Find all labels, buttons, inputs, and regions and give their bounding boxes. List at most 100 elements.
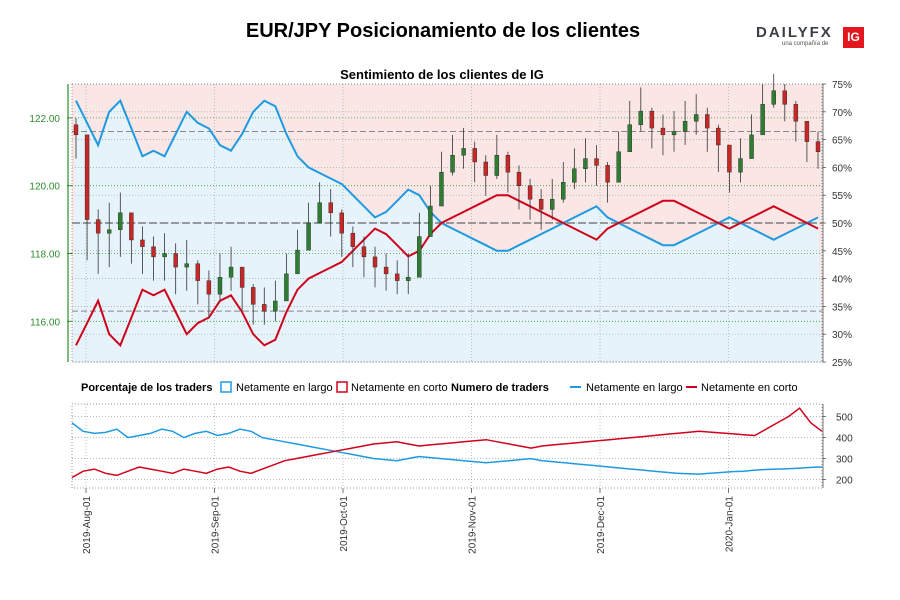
candle-body: [372, 256, 378, 268]
candle-body: [705, 114, 710, 129]
candle-body: [107, 229, 112, 234]
legend-pct-long: Netamente en largo: [236, 382, 333, 394]
candle-body: [749, 134, 754, 159]
candle-body: [361, 246, 367, 258]
candle-body: [461, 148, 466, 156]
dailyfx-logo: DAILYFX una compañía de IG: [756, 24, 868, 50]
candle-body: [682, 121, 688, 132]
candle-body: [738, 158, 743, 173]
candle-body: [328, 202, 333, 214]
pct-short-line: [75, 194, 819, 348]
candle-body: [417, 236, 422, 278]
pct-tick-label: 45%: [832, 247, 852, 258]
candle-body: [483, 161, 488, 176]
candle-body: [671, 131, 677, 136]
candle-body: [394, 273, 400, 281]
pct-tick-label: 75%: [832, 80, 852, 91]
candle-body: [605, 165, 610, 183]
candle-body: [239, 266, 245, 288]
candle-body: [760, 104, 765, 136]
count-tick-label: 300: [836, 455, 853, 466]
candle-body: [339, 212, 344, 234]
candle-body: [151, 246, 156, 258]
candle-body: [561, 182, 566, 200]
candle-body: [162, 253, 167, 258]
count-tick-label: 400: [836, 434, 853, 445]
candle-body: [527, 185, 533, 200]
date-tick-label: 2019-Sep-01: [211, 496, 222, 554]
candle-body: [262, 304, 267, 312]
candle-body: [572, 168, 577, 183]
date-tick-label: 2019-Dec-01: [596, 496, 607, 554]
candle-body: [317, 202, 322, 224]
price-tick-label: 118.00: [30, 250, 60, 261]
pct-tick-label: 35%: [832, 302, 852, 313]
count-tick-label: 500: [836, 413, 853, 424]
candle-body: [638, 110, 644, 125]
candle-body: [439, 171, 444, 207]
legend-pct-long-swatch: [220, 381, 232, 393]
pct-tick-label: 25%: [832, 358, 852, 369]
candle-body: [250, 287, 256, 305]
candle-body: [206, 280, 212, 295]
candle-body: [195, 263, 201, 281]
date-tick-label: 2019-Aug-01: [82, 496, 93, 554]
ig-badge: IG: [843, 27, 864, 48]
candle-body: [306, 222, 311, 251]
candle-body: [804, 121, 810, 142]
candle-body: [693, 114, 699, 122]
candle-body: [140, 239, 145, 247]
price-tick-label: 120.00: [29, 182, 60, 193]
candle-body: [129, 212, 134, 241]
count-tick-label: 200: [836, 476, 853, 487]
legend-num-short: Netamente en corto: [701, 382, 798, 394]
chart-subtitle: Sentimiento de los clientes de IG: [340, 67, 544, 82]
date-axis: 2019-Aug-01 2019-Sep-01 2019-Oct-01 2019-No…: [82, 488, 736, 554]
candle-body: [616, 151, 621, 183]
candle-body: [494, 154, 500, 176]
pct-tick-label: 40%: [832, 275, 852, 286]
candle-body: [73, 124, 79, 136]
pct-tick-label: 60%: [832, 163, 852, 174]
price-tick-label: 122.00: [29, 114, 60, 125]
candle-body: [84, 134, 90, 220]
candle-body: [815, 141, 821, 153]
candle-body: [284, 273, 289, 302]
candle-body: [594, 158, 599, 166]
candle-body: [273, 300, 278, 312]
price-tick-label: 116.00: [30, 317, 60, 328]
count-short-line: [71, 407, 823, 479]
candle-body: [383, 266, 389, 275]
chart-title: EUR/JPY Posicionamiento de los clientes: [245, 20, 641, 42]
pct-tick-label: 50%: [832, 219, 852, 230]
pct-tick-label: 30%: [832, 330, 852, 341]
logo-text: DAILYFX: [756, 24, 833, 41]
candle-body: [428, 205, 433, 237]
candle-body: [516, 171, 522, 186]
candle-body: [505, 154, 511, 173]
candle-body: [173, 253, 178, 268]
candle-body: [550, 199, 555, 210]
bottom-panel-frame: [71, 403, 823, 489]
candle-body: [406, 277, 411, 281]
candle-body: [782, 90, 787, 105]
candle-body: [627, 124, 632, 153]
candle-body: [450, 154, 455, 173]
candle-body: [727, 144, 732, 173]
candle-body: [583, 158, 588, 169]
long-sentiment-area: [72, 100, 822, 362]
legend-pct-short: Netamente en corto: [351, 382, 448, 394]
top-panel-frame: [71, 83, 823, 363]
legend-num-title: Numero de traders: [451, 382, 549, 394]
logo-subtitle: una compañía de: [782, 41, 829, 47]
candle-body: [228, 266, 234, 278]
candle-body: [771, 90, 776, 105]
date-tick-label: 2019-Nov-01: [468, 496, 479, 554]
candle-body: [350, 232, 356, 247]
candle-body: [538, 199, 544, 210]
candle-body: [716, 127, 721, 146]
candle-body: [793, 104, 799, 122]
pct-long-line: [75, 98, 819, 252]
candle-body: [472, 148, 477, 163]
